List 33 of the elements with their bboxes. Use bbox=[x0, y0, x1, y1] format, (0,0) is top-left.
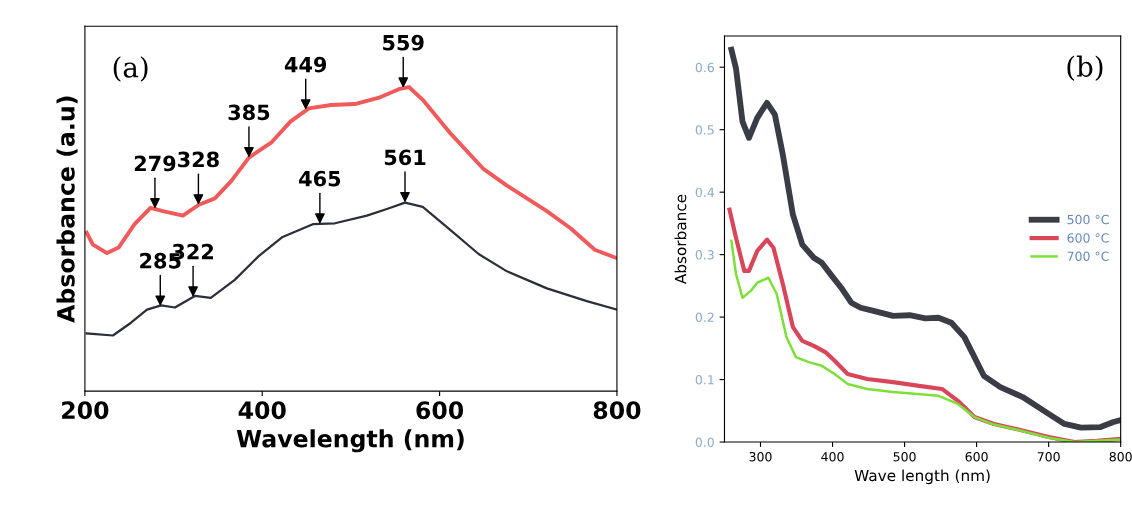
y-tick-label: 0.6 bbox=[695, 62, 714, 73]
y-tick-label: 0.0 bbox=[695, 437, 714, 447]
annotation: 279 bbox=[134, 155, 176, 172]
x-tick-label: 600 bbox=[965, 451, 988, 462]
y-tick-label: 0.2 bbox=[695, 312, 714, 323]
x-tick-label: 400 bbox=[821, 451, 844, 462]
annotation: 449 bbox=[284, 56, 327, 73]
x-tick-label: 800 bbox=[1109, 451, 1132, 462]
y-tick-label: 0.1 bbox=[695, 375, 714, 385]
annotation: 328 bbox=[178, 151, 219, 168]
annotation: 385 bbox=[228, 104, 270, 121]
y-tick-label: 0.4 bbox=[695, 187, 715, 198]
annotation: 561 bbox=[384, 149, 426, 166]
legend-label: 500 °C bbox=[1067, 214, 1109, 225]
x-axis-title: Wavelength (nm) bbox=[236, 429, 464, 453]
y-tick-label: 0.5 bbox=[695, 125, 714, 135]
text: (a) bbox=[113, 56, 148, 82]
x-tick-label: 700 bbox=[1037, 451, 1060, 462]
x-tick-label: 500 bbox=[893, 451, 916, 462]
annotation: 559 bbox=[383, 34, 424, 51]
x-axis-title: Wave length (nm) bbox=[854, 469, 990, 485]
y-axis-title: Absorbance (a.u) bbox=[56, 96, 78, 323]
x-tick-label: 200 bbox=[62, 401, 109, 420]
legend-label: 600 °C bbox=[1067, 233, 1109, 243]
y-axis-title: Absorbance bbox=[674, 194, 687, 285]
x-tick-label: 300 bbox=[749, 451, 772, 462]
x-tick-label: 400 bbox=[238, 401, 286, 420]
legend-label: 700 °C bbox=[1067, 251, 1109, 261]
x-tick-label: 600 bbox=[416, 401, 464, 420]
annotation: 465 bbox=[299, 170, 341, 187]
x-tick-label: 800 bbox=[593, 401, 641, 420]
annotation: (b) bbox=[1067, 55, 1103, 81]
y-tick-label: 0.3 bbox=[695, 250, 714, 260]
